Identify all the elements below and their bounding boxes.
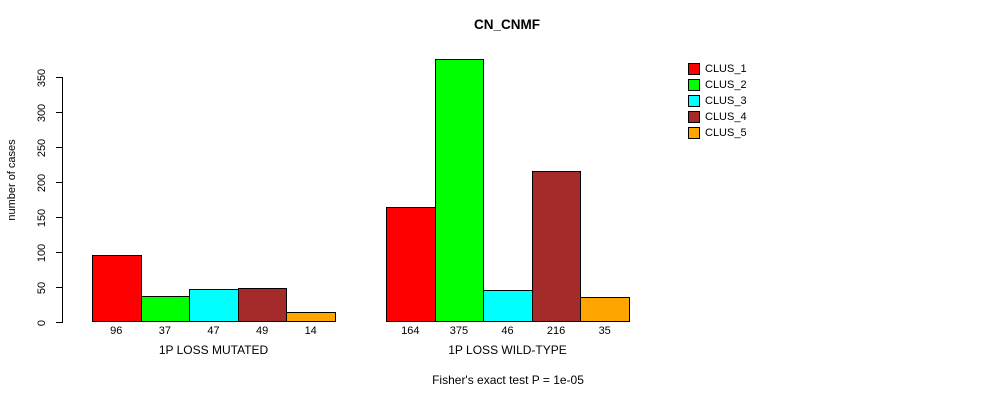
x-category-label: 1P LOSS WILD-TYPE [448, 343, 567, 357]
legend-swatch-clus_5 [688, 127, 700, 139]
y-tick-label: 300 [36, 103, 48, 122]
legend-label: CLUS_4 [705, 111, 747, 123]
stat-test-caption: Fisher's exact test P = 1e-05 [432, 373, 584, 387]
bar-value-label: 47 [207, 325, 220, 337]
y-tick [56, 147, 62, 148]
y-tick [56, 217, 62, 218]
y-tick [56, 182, 62, 183]
bar-value-label: 46 [501, 325, 514, 337]
bar-value-label: 375 [449, 325, 469, 337]
y-axis-line [62, 77, 63, 323]
y-tick-label: 200 [36, 173, 48, 192]
y-tick-label: 150 [36, 208, 48, 227]
legend-label: CLUS_2 [705, 79, 747, 91]
legend-label: CLUS_1 [705, 63, 747, 75]
legend-label: CLUS_3 [705, 95, 747, 107]
y-tick-label: 0 [36, 319, 48, 326]
bar-value-label: 35 [598, 325, 611, 337]
bar-value-label: 96 [110, 325, 123, 337]
y-tick-label: 350 [36, 68, 48, 87]
bar-clus_2 [141, 296, 190, 322]
bar-clus_3 [483, 290, 533, 322]
bar-clus_1 [386, 207, 436, 322]
bar-value-label: 37 [158, 325, 172, 337]
legend-swatch-clus_2 [688, 79, 700, 91]
bar-clus_3 [189, 289, 239, 322]
bar-clus_5 [286, 312, 336, 322]
y-tick [56, 252, 62, 253]
legend-swatch-clus_3 [688, 95, 700, 107]
y-tick-label: 100 [36, 243, 48, 262]
x-category-label: 1P LOSS MUTATED [158, 343, 269, 357]
bar-clus_4 [238, 288, 287, 322]
bar-clus_5 [580, 297, 630, 322]
legend-swatch-clus_1 [688, 63, 700, 75]
bar-value-label: 164 [401, 325, 420, 337]
y-tick [56, 112, 62, 113]
y-tick-label: 50 [36, 281, 48, 294]
y-tick [56, 287, 62, 288]
bar-value-label: 14 [304, 325, 317, 337]
y-tick [56, 322, 62, 323]
bar-clus_2 [435, 59, 484, 322]
bar-value-label: 49 [255, 325, 269, 337]
bar-clus_4 [532, 171, 581, 322]
bar-clus_1 [92, 255, 142, 322]
legend-label: CLUS_5 [705, 127, 747, 139]
bar-value-label: 216 [546, 325, 566, 337]
chart-title: CN_CNMF [474, 17, 540, 32]
y-axis-label: number of cases [6, 139, 18, 221]
legend-swatch-clus_4 [688, 111, 700, 123]
y-tick-label: 250 [36, 138, 48, 157]
y-tick [56, 77, 62, 78]
